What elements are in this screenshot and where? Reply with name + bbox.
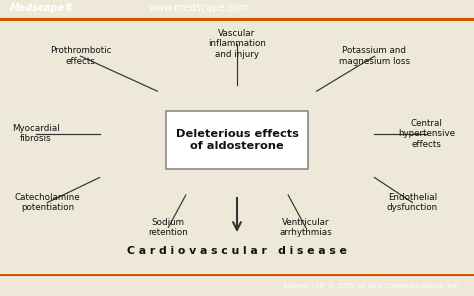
Text: Ventricular
arrhythmias: Ventricular arrhythmias	[279, 218, 332, 237]
Text: Central
hypertensive
effects: Central hypertensive effects	[398, 119, 455, 149]
Text: C a r d i o v a s c u l a r   d i s e a s e: C a r d i o v a s c u l a r d i s e a s …	[127, 246, 347, 256]
Text: www.medscape.com: www.medscape.com	[149, 3, 249, 13]
Text: Catecholamine
potentiation: Catecholamine potentiation	[15, 193, 80, 212]
Text: Prothrombotic
effects: Prothrombotic effects	[50, 46, 111, 66]
Text: Source: CHF © 2005 Le Jacq Communications, Inc.: Source: CHF © 2005 Le Jacq Communication…	[283, 283, 460, 289]
Text: Vascular
inflammation
and injury: Vascular inflammation and injury	[208, 29, 266, 59]
Text: Deleterious effects
of aldosterone: Deleterious effects of aldosterone	[175, 129, 299, 151]
FancyBboxPatch shape	[166, 111, 308, 169]
Text: Sodium
retention: Sodium retention	[148, 218, 188, 237]
Text: Myocardial
fibrosis: Myocardial fibrosis	[12, 124, 59, 144]
Text: Endothelial
dysfunction: Endothelial dysfunction	[387, 193, 438, 212]
Text: Medscape®: Medscape®	[9, 3, 74, 13]
Text: Potassium and
magnesium loss: Potassium and magnesium loss	[339, 46, 410, 66]
